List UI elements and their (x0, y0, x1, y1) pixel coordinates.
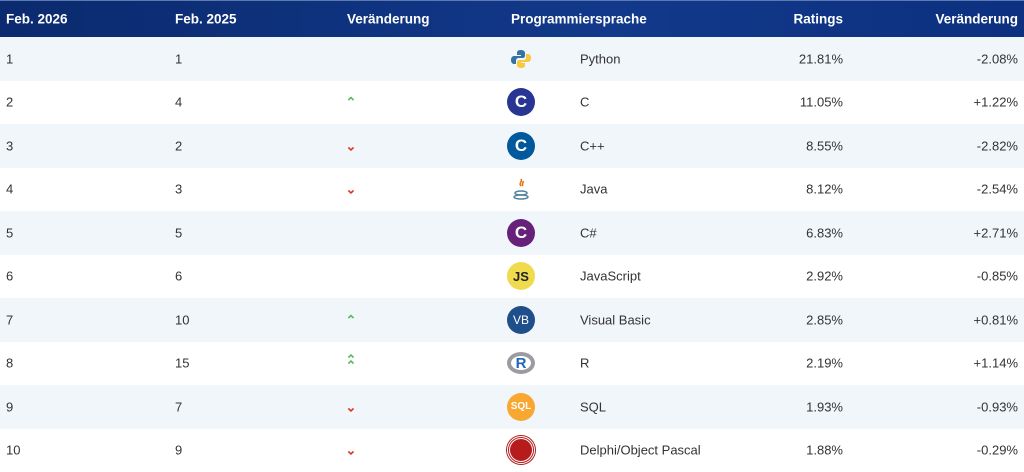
rank-previous: 7 (175, 399, 183, 415)
rank-previous: 3 (175, 181, 183, 197)
rating: 11.05% (799, 94, 843, 110)
r-logo-icon: R (507, 349, 535, 377)
language-name[interactable]: R (580, 355, 590, 371)
rank-previous: 1 (175, 51, 183, 67)
cpp-logo-icon: C (507, 131, 535, 160)
header-language[interactable]: Programmiersprache (511, 11, 647, 27)
table-row: 5 5 C C# 6.83% +2.71% (0, 211, 1024, 255)
header-feb-2026[interactable]: Feb. 2026 (6, 11, 68, 27)
python-logo-icon (507, 45, 535, 73)
c-logo-icon: C (507, 88, 535, 117)
table-row: 3 2 ⌄ C C++ 8.55% -2.82% (0, 124, 1024, 168)
rating-change: +0.81% (973, 312, 1018, 328)
rank-previous: 10 (175, 312, 190, 328)
table-body: 1 1 Python 21.81% -2.08% 2 4 ⌃ C C 11.05% … (0, 37, 1024, 472)
table-row: 8 15 ⌃ ⌃ R R 2.19% +1.14% (0, 342, 1024, 386)
arrow-up-icon: ⌃ (345, 94, 357, 110)
rating: 1.88% (806, 442, 843, 458)
language-name[interactable]: Java (580, 181, 608, 197)
rank-previous: 6 (175, 268, 183, 284)
table-row: 6 6 JS JavaScript 2.92% -0.85% (0, 255, 1024, 299)
sql-logo-icon: SQL (507, 392, 535, 421)
language-name[interactable]: Visual Basic (580, 312, 651, 328)
header-change-rating[interactable]: Veränderung (935, 11, 1018, 27)
arrow-down-icon: ⌄ (345, 181, 357, 197)
rating: 8.12% (806, 181, 843, 197)
rating: 6.83% (806, 225, 843, 241)
rating-change: -2.54% (976, 181, 1018, 197)
rating: 2.85% (806, 312, 843, 328)
visual-basic-logo-icon: VB (507, 305, 535, 334)
rank-current: 6 (6, 268, 14, 284)
javascript-logo-icon: JS (507, 262, 535, 291)
rank-current: 4 (6, 181, 14, 197)
rating-change: -2.08% (976, 51, 1018, 67)
table-row: 7 10 ⌃ VB Visual Basic 2.85% +0.81% (0, 298, 1024, 342)
header-feb-2025[interactable]: Feb. 2025 (175, 11, 237, 27)
rank-previous: 15 (175, 355, 190, 371)
rank-current: 8 (6, 355, 14, 371)
rating: 1.93% (806, 399, 843, 415)
rank-previous: 2 (175, 138, 183, 154)
rating: 2.92% (806, 268, 843, 284)
rank-current: 3 (6, 138, 14, 154)
rating-change: +1.14% (973, 355, 1018, 371)
header-change-rank[interactable]: Veränderung (347, 11, 430, 27)
rating: 21.81% (798, 51, 843, 67)
rating-change: +1.22% (973, 94, 1018, 110)
rating-change: -0.93% (976, 399, 1018, 415)
arrow-up-icon: ⌃ (345, 312, 357, 328)
arrow-down-icon: ⌄ (345, 442, 357, 458)
table-row: 1 1 Python 21.81% -2.08% (0, 37, 1024, 81)
rank-current: 7 (6, 312, 14, 328)
table-row: 10 9 ⌄ Delphi/Object Pascal 1.88% -0.29% (0, 429, 1024, 472)
language-name[interactable]: C++ (580, 138, 605, 154)
language-name[interactable]: C# (580, 225, 597, 241)
language-name[interactable]: C (580, 94, 590, 110)
double-arrow-up-icon: ⌃ ⌃ (345, 352, 357, 374)
rank-previous: 4 (175, 94, 183, 110)
rank-current: 9 (6, 399, 14, 415)
table-header: Feb. 2026 Feb. 2025 Veränderung Programm… (0, 0, 1024, 37)
rating-change: -2.82% (976, 138, 1018, 154)
table-row: 4 3 ⌄ Java 8.12% -2.54% (0, 168, 1024, 212)
header-ratings[interactable]: Ratings (793, 11, 843, 27)
rating-change: -0.85% (976, 268, 1018, 284)
arrow-down-icon: ⌄ (345, 399, 357, 415)
rating: 8.55% (806, 138, 843, 154)
rating: 2.19% (806, 355, 843, 371)
rank-previous: 5 (175, 225, 183, 241)
rank-current: 1 (6, 51, 14, 67)
csharp-logo-icon: C (507, 218, 535, 247)
rank-current: 5 (6, 225, 14, 241)
rating-change: +2.71% (973, 225, 1018, 241)
rank-current: 2 (6, 94, 14, 110)
rank-previous: 9 (175, 442, 183, 458)
arrow-down-icon: ⌄ (345, 138, 357, 154)
delphi-logo-icon (507, 436, 535, 465)
java-logo-icon (507, 175, 535, 203)
language-name[interactable]: SQL (580, 399, 607, 415)
table-row: 2 4 ⌃ C C 11.05% +1.22% (0, 81, 1024, 125)
language-name[interactable]: Python (580, 51, 621, 67)
table-row: 9 7 ⌄ SQL SQL 1.93% -0.93% (0, 385, 1024, 429)
rank-current: 10 (6, 442, 21, 458)
language-name[interactable]: JavaScript (580, 268, 641, 284)
rating-change: -0.29% (976, 442, 1018, 458)
language-name[interactable]: Delphi/Object Pascal (580, 442, 701, 458)
